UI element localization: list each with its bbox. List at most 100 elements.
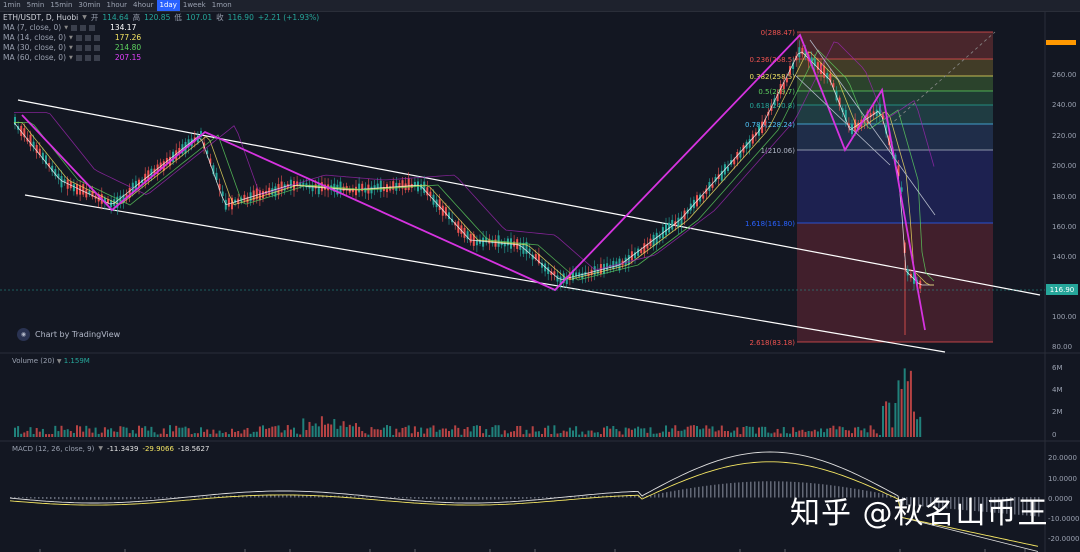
macd-histogram-bar bbox=[798, 482, 800, 498]
timeframe-1mon[interactable]: 1mon bbox=[211, 1, 232, 9]
timeframe-4hour[interactable]: 4hour bbox=[133, 1, 154, 9]
eye-icon[interactable] bbox=[75, 45, 82, 51]
candle-body bbox=[751, 134, 754, 144]
volume-bar bbox=[782, 427, 785, 437]
candlestick-series bbox=[14, 40, 922, 335]
macd-histogram-bar bbox=[62, 497, 64, 500]
timeframe-1min[interactable]: 1min bbox=[3, 1, 21, 9]
dropdown-chevron-icon[interactable]: ▼ bbox=[69, 45, 73, 51]
dropdown-chevron-icon[interactable]: ▼ bbox=[69, 35, 73, 41]
candle-body bbox=[841, 108, 844, 112]
candle-body bbox=[392, 181, 395, 190]
indicator-value: 214.80 bbox=[114, 43, 142, 52]
elliott-wave-lines[interactable] bbox=[21, 31, 996, 331]
volume-bar bbox=[773, 432, 776, 437]
macd-histogram-bar bbox=[682, 489, 684, 498]
indicator-row[interactable]: MA (7, close, 0) ▼ 134.17 bbox=[3, 23, 319, 33]
volume-bar bbox=[894, 402, 897, 437]
indicator-row[interactable]: MA (14, close, 0) ▼ 177.26 bbox=[3, 33, 319, 43]
fibonacci-retracement[interactable]: 0(288.47) 0.236(268.5) 0.382(258.5) 0.5(249… bbox=[745, 29, 993, 347]
volume-bar bbox=[57, 431, 60, 437]
volume-bar bbox=[351, 426, 354, 437]
volume-bar bbox=[463, 429, 466, 437]
macd-histogram-bar bbox=[770, 481, 772, 498]
macd-label[interactable]: MACD (12, 26, close, 9) bbox=[12, 445, 95, 453]
symbol-title[interactable]: ETH/USDT, D, Huobi bbox=[3, 13, 79, 22]
tradingview-brand[interactable]: ◉ Chart by TradingView bbox=[17, 328, 120, 341]
candle-body bbox=[82, 184, 85, 195]
volume-bar bbox=[237, 430, 240, 437]
macd-histogram-bar bbox=[142, 497, 144, 499]
candle-body bbox=[215, 172, 218, 180]
high-value: 120.85 bbox=[144, 13, 171, 22]
macd-histogram-bar bbox=[522, 497, 524, 499]
close-icon[interactable] bbox=[93, 35, 100, 41]
settings-icon[interactable] bbox=[84, 35, 91, 41]
eye-icon[interactable] bbox=[75, 35, 82, 41]
timeframe-30min[interactable]: 30min bbox=[78, 1, 101, 9]
candle-body bbox=[897, 165, 900, 177]
macd-histogram-bar bbox=[998, 497, 1000, 514]
descending-channel[interactable] bbox=[17, 99, 1041, 353]
volume-bar bbox=[646, 432, 649, 437]
dropdown-chevron-icon[interactable]: ▼ bbox=[69, 55, 73, 61]
indicator-row[interactable]: MA (30, close, 0) ▼ 214.80 bbox=[3, 43, 319, 53]
volume-bar bbox=[314, 423, 317, 437]
volume-bar bbox=[537, 431, 540, 437]
candle-body bbox=[63, 179, 66, 183]
candle-body bbox=[733, 159, 736, 165]
close-icon[interactable] bbox=[89, 25, 96, 31]
volume-bar bbox=[382, 427, 385, 437]
volume-bar bbox=[696, 426, 698, 437]
candle-body bbox=[234, 199, 237, 203]
candle-body bbox=[317, 184, 320, 195]
settings-icon[interactable] bbox=[84, 55, 91, 61]
volume-bar bbox=[361, 431, 364, 437]
volume-bar bbox=[522, 434, 525, 437]
volume-bar bbox=[692, 425, 695, 437]
timeframe-15min[interactable]: 15min bbox=[50, 1, 73, 9]
macd-histogram-bar bbox=[274, 494, 276, 498]
volume-bar bbox=[234, 431, 237, 437]
macd-histogram-bar bbox=[498, 497, 500, 500]
dropdown-chevron-icon[interactable]: ▼ bbox=[64, 25, 69, 31]
eye-icon[interactable] bbox=[71, 25, 78, 31]
eye-icon[interactable] bbox=[75, 55, 82, 61]
current-price-badge bbox=[1046, 284, 1078, 295]
indicator-row[interactable]: MA (60, close, 0) ▼ 207.15 bbox=[3, 53, 319, 63]
volume-bar bbox=[345, 427, 348, 437]
timeframe-1week[interactable]: 1week bbox=[182, 1, 206, 9]
macd-histogram-bar bbox=[538, 497, 540, 499]
candle-body bbox=[156, 164, 159, 175]
dropdown-chevron-icon[interactable]: ▼ bbox=[56, 358, 62, 365]
close-icon[interactable] bbox=[93, 45, 100, 51]
candle-body bbox=[565, 276, 568, 285]
macd-signal-line bbox=[9, 461, 1039, 547]
close-icon[interactable] bbox=[93, 55, 100, 61]
macd-histogram-bar bbox=[470, 497, 472, 500]
volume-bar bbox=[144, 426, 147, 437]
candle-body bbox=[671, 219, 674, 230]
macd-histogram-bar bbox=[846, 487, 848, 498]
timeframe-1hour[interactable]: 1hour bbox=[106, 1, 128, 9]
volume-bar bbox=[178, 427, 181, 437]
macd-histogram-bar bbox=[930, 497, 932, 508]
candle-body bbox=[351, 188, 354, 193]
candle-body bbox=[531, 254, 534, 260]
dropdown-chevron-icon[interactable]: ▼ bbox=[82, 14, 87, 21]
macd-histogram-bar bbox=[982, 497, 984, 512]
timeframe-1day[interactable]: 1day bbox=[156, 0, 180, 11]
timeframe-5min[interactable]: 5min bbox=[26, 1, 45, 9]
macd-histogram-bar bbox=[942, 497, 944, 509]
volume-bar bbox=[714, 431, 717, 437]
volume-bar bbox=[711, 426, 714, 437]
dropdown-chevron-icon[interactable]: ▼ bbox=[98, 445, 103, 452]
candle-body bbox=[913, 272, 915, 284]
macd-histogram-bar bbox=[506, 497, 508, 500]
settings-icon[interactable] bbox=[80, 25, 87, 31]
macd-histogram-bar bbox=[134, 497, 136, 500]
settings-icon[interactable] bbox=[84, 45, 91, 51]
volume-bar bbox=[578, 434, 581, 437]
volume-label[interactable]: Volume (20) bbox=[12, 357, 55, 365]
